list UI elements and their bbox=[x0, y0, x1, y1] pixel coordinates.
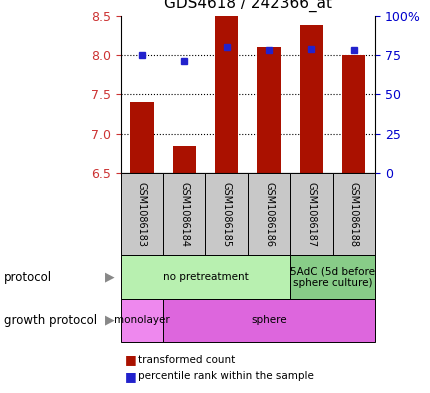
Bar bbox=[205, 173, 247, 255]
Text: GSM1086185: GSM1086185 bbox=[221, 182, 231, 247]
Text: ▶: ▶ bbox=[105, 314, 114, 327]
Bar bbox=[130, 102, 153, 173]
Bar bbox=[120, 173, 163, 255]
Text: 5AdC (5d before
sphere culture): 5AdC (5d before sphere culture) bbox=[289, 266, 374, 288]
Bar bbox=[120, 255, 289, 299]
Bar bbox=[299, 25, 322, 173]
Text: transformed count: transformed count bbox=[138, 354, 235, 365]
Bar bbox=[163, 299, 374, 342]
Bar bbox=[289, 173, 332, 255]
Bar bbox=[120, 299, 163, 342]
Bar bbox=[247, 173, 289, 255]
Bar bbox=[172, 146, 196, 173]
Text: GSM1086187: GSM1086187 bbox=[306, 182, 316, 247]
Text: percentile rank within the sample: percentile rank within the sample bbox=[138, 371, 313, 382]
Text: GSM1086184: GSM1086184 bbox=[179, 182, 189, 247]
Text: sphere: sphere bbox=[251, 315, 286, 325]
Text: GSM1086186: GSM1086186 bbox=[264, 182, 273, 247]
Text: no pretreatment: no pretreatment bbox=[162, 272, 248, 282]
Bar bbox=[215, 16, 238, 173]
Bar bbox=[257, 47, 280, 173]
Text: GSM1086188: GSM1086188 bbox=[348, 182, 358, 247]
Title: GDS4618 / 242366_at: GDS4618 / 242366_at bbox=[163, 0, 331, 11]
Text: ■: ■ bbox=[125, 353, 136, 366]
Bar bbox=[163, 173, 205, 255]
Text: monolayer: monolayer bbox=[114, 315, 169, 325]
Text: ■: ■ bbox=[125, 370, 136, 383]
Text: protocol: protocol bbox=[4, 270, 52, 284]
Text: ▶: ▶ bbox=[105, 270, 114, 284]
Bar bbox=[341, 55, 365, 173]
Text: growth protocol: growth protocol bbox=[4, 314, 97, 327]
Bar bbox=[332, 173, 374, 255]
Text: GSM1086183: GSM1086183 bbox=[137, 182, 147, 247]
Bar bbox=[289, 255, 374, 299]
